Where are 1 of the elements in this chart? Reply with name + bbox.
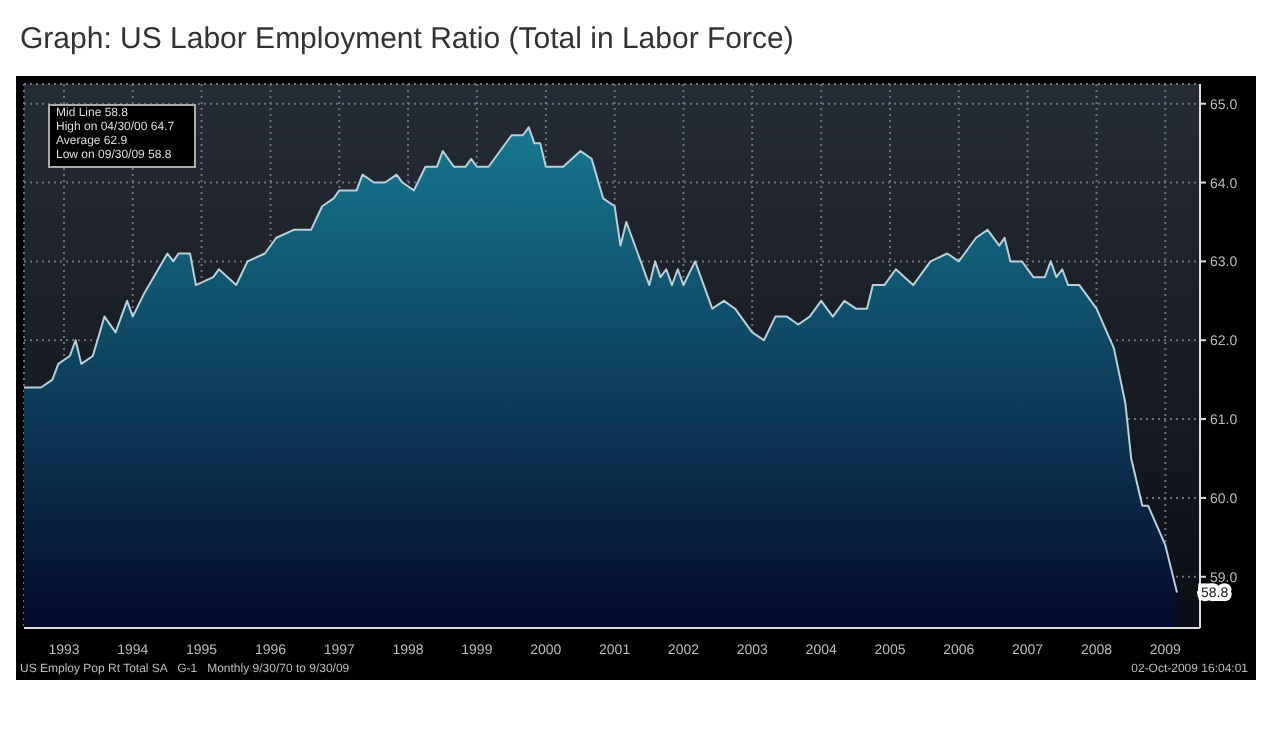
chart-title: Graph: US Labor Employment Ratio (Total in Labor Force) <box>18 20 796 60</box>
